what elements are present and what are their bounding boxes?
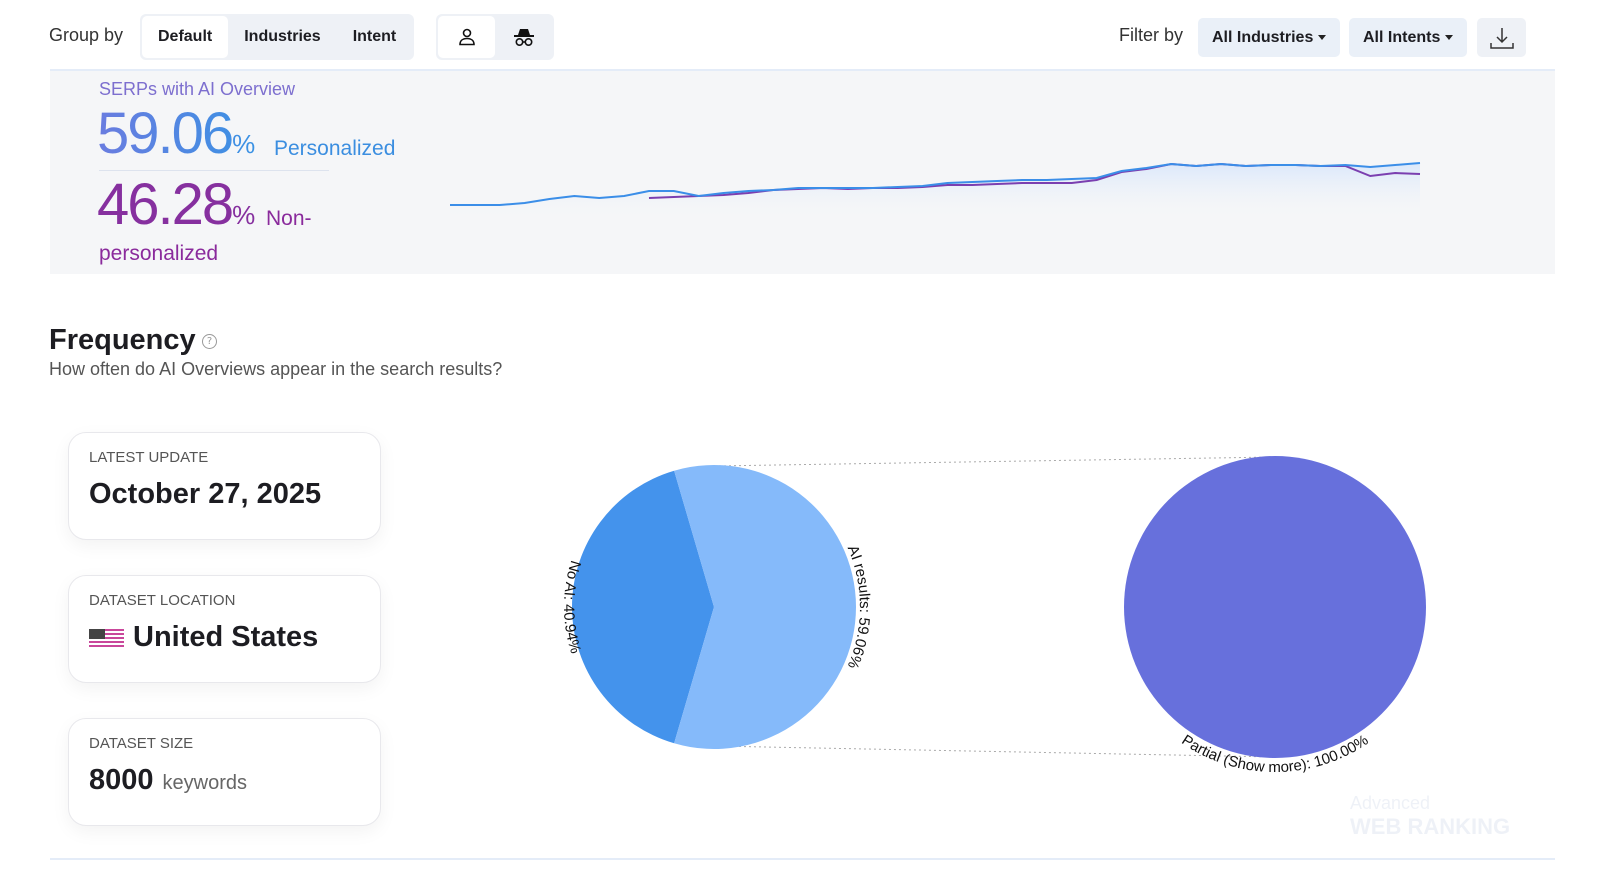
personalized-sparkline [450, 162, 1421, 206]
summary-title: SERPs with AI Overview [99, 79, 296, 99]
watermark-logo: Advanced WEB RANKING [1350, 793, 1510, 840]
dataset-location-card: DATASET LOCATION United States [68, 575, 381, 683]
card-label: DATASET SIZE [89, 735, 194, 752]
us-flag-icon [89, 629, 124, 648]
incognito-button[interactable] [495, 16, 552, 58]
group-by-label: Group by [49, 25, 124, 45]
person-icon [458, 28, 475, 46]
percent-sign: % [232, 129, 256, 159]
personalization-toggle [436, 14, 554, 60]
intents-dropdown-label: All Intents [1363, 29, 1441, 46]
nonpersonalized-label: Non- [266, 207, 312, 230]
nonpersonalized-number: 46.28 [97, 172, 234, 237]
filter-by-label: Filter by [1119, 25, 1184, 45]
incognito-icon [513, 29, 534, 47]
percent-sign: % [232, 200, 256, 230]
card-value: October 27, 2025 [89, 478, 322, 510]
connector-line [713, 745, 1276, 758]
dataset-size-card: DATASET SIZE 8000 keywords [68, 718, 381, 826]
help-icon[interactable]: ? [202, 334, 217, 349]
caret-down-icon [1445, 35, 1454, 41]
group-intent-button[interactable]: Intent [352, 28, 397, 45]
download-button[interactable] [1477, 18, 1526, 57]
section-title: Frequency [49, 324, 196, 356]
download-icon [1489, 27, 1514, 49]
divider [99, 170, 329, 171]
card-unit: keywords [162, 772, 247, 794]
group-by-segmented: Default Industries Intent [140, 14, 415, 60]
sparkline-chart [450, 162, 1421, 220]
personalized-button[interactable] [438, 16, 495, 58]
card-label: DATASET LOCATION [89, 592, 236, 609]
card-value: 8000 [89, 764, 154, 796]
card-value: United States [133, 621, 319, 653]
nonpersonalized-value: 46.28% [97, 171, 255, 238]
connector-line [713, 456, 1276, 467]
frequency-pie-chart: No AI: 40.94%AI results: 59.06%Partial (… [560, 456, 1426, 776]
sparkline-area [450, 163, 1420, 220]
nonpersonalized-label-cont: personalized [99, 242, 219, 265]
latest-update-card: LATEST UPDATE October 27, 2025 [68, 432, 381, 540]
intents-dropdown[interactable]: All Intents [1349, 18, 1468, 57]
caret-down-icon [1318, 35, 1327, 41]
section-subtitle: How often do AI Overviews appear in the … [49, 359, 503, 379]
card-label: LATEST UPDATE [89, 449, 209, 466]
industries-dropdown-label: All Industries [1212, 29, 1314, 46]
industries-dropdown[interactable]: All Industries [1198, 18, 1341, 57]
group-default-button[interactable]: Default [142, 16, 229, 58]
divider [50, 858, 1555, 860]
pie-slice[interactable] [1124, 456, 1426, 758]
group-industries-button[interactable]: Industries [244, 28, 321, 45]
pie-slice[interactable] [674, 465, 856, 749]
watermark-line2: WEB RANKING [1350, 814, 1511, 839]
personalized-label: Personalized [274, 137, 396, 160]
personalized-value: 59.06% [97, 100, 255, 167]
watermark-line1: Advanced [1350, 793, 1431, 813]
pie-slice[interactable] [572, 470, 714, 744]
personalized-number: 59.06 [97, 101, 233, 166]
